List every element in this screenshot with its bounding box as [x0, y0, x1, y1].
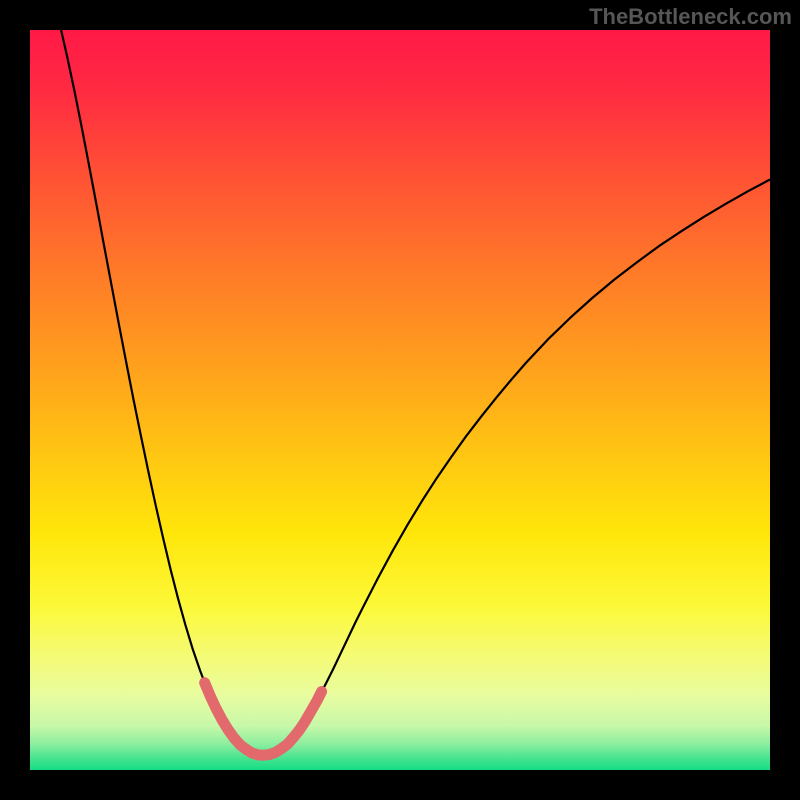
- plot-area: [30, 30, 770, 770]
- chart-container: TheBottleneck.com: [0, 0, 800, 800]
- chart-svg: [30, 30, 770, 770]
- watermark-text: TheBottleneck.com: [589, 4, 792, 30]
